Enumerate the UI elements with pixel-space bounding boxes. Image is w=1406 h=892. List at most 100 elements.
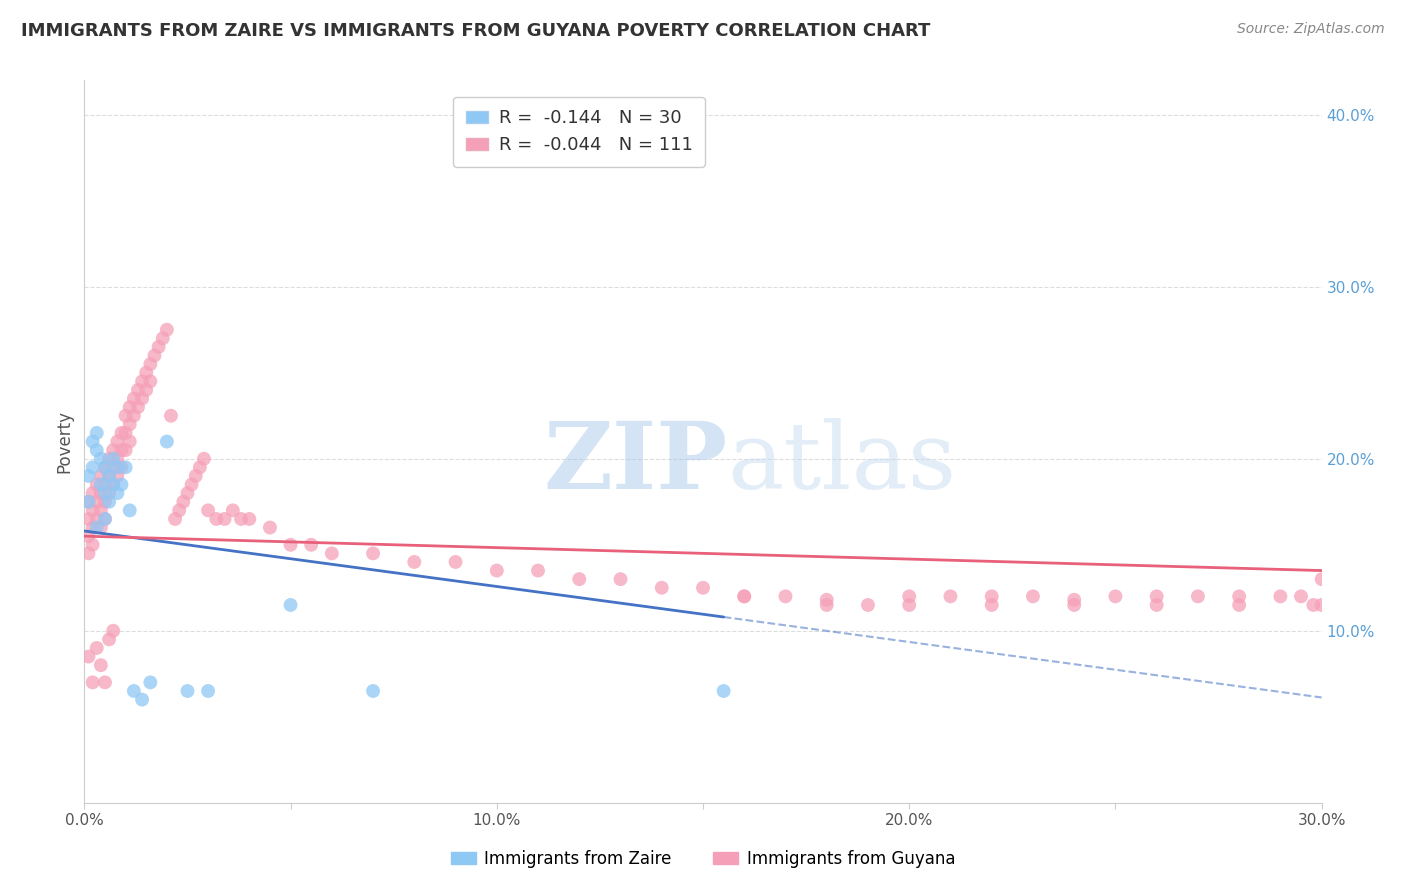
Point — [176, 486, 198, 500]
Point — [280, 538, 302, 552]
Point — [321, 546, 343, 560]
Point — [1187, 590, 1209, 604]
Point — [205, 512, 228, 526]
Point — [105, 451, 128, 466]
Point — [77, 529, 100, 543]
Point — [127, 383, 149, 397]
Point — [98, 469, 121, 483]
Point — [143, 349, 166, 363]
Point — [86, 425, 108, 440]
Point — [118, 434, 141, 449]
Point — [122, 409, 145, 423]
Point — [299, 538, 322, 552]
Point — [82, 520, 104, 534]
Point — [139, 375, 162, 389]
Point — [160, 409, 183, 423]
Point — [77, 546, 100, 560]
Point — [1310, 598, 1333, 612]
Point — [1227, 598, 1250, 612]
Point — [86, 512, 108, 526]
Point — [86, 494, 108, 508]
Point — [105, 434, 128, 449]
Point — [1302, 598, 1324, 612]
Point — [98, 451, 121, 466]
Point — [98, 632, 121, 647]
Point — [1063, 592, 1085, 607]
Point — [77, 512, 100, 526]
Point — [103, 477, 125, 491]
Point — [176, 684, 198, 698]
Point — [713, 684, 735, 698]
Point — [122, 392, 145, 406]
Point — [82, 503, 104, 517]
Point — [86, 520, 108, 534]
Point — [131, 392, 153, 406]
Point — [98, 494, 121, 508]
Point — [110, 443, 132, 458]
Point — [77, 494, 100, 508]
Point — [1146, 598, 1168, 612]
Point — [77, 469, 100, 483]
Point — [733, 590, 755, 604]
Point — [775, 590, 797, 604]
Point — [77, 649, 100, 664]
Point — [361, 684, 384, 698]
Point — [86, 443, 108, 458]
Point — [1310, 572, 1333, 586]
Point — [222, 503, 245, 517]
Point — [82, 538, 104, 552]
Point — [110, 460, 132, 475]
Point — [898, 598, 921, 612]
Point — [197, 684, 219, 698]
Point — [1063, 598, 1085, 612]
Point — [165, 512, 187, 526]
Point — [105, 469, 128, 483]
Text: IMMIGRANTS FROM ZAIRE VS IMMIGRANTS FROM GUYANA POVERTY CORRELATION CHART: IMMIGRANTS FROM ZAIRE VS IMMIGRANTS FROM… — [21, 22, 931, 40]
Point — [94, 512, 117, 526]
Point — [815, 592, 838, 607]
Point — [118, 417, 141, 432]
Point — [135, 366, 157, 380]
Point — [815, 598, 838, 612]
Point — [651, 581, 673, 595]
Point — [1227, 590, 1250, 604]
Point — [172, 494, 194, 508]
Point — [139, 357, 162, 371]
Point — [527, 564, 550, 578]
Point — [103, 443, 125, 458]
Legend: Immigrants from Zaire, Immigrants from Guyana: Immigrants from Zaire, Immigrants from G… — [444, 844, 962, 875]
Point — [193, 451, 215, 466]
Point — [103, 477, 125, 491]
Point — [156, 434, 179, 449]
Point — [114, 409, 136, 423]
Point — [197, 503, 219, 517]
Point — [122, 684, 145, 698]
Point — [94, 477, 117, 491]
Point — [404, 555, 426, 569]
Point — [1146, 590, 1168, 604]
Point — [444, 555, 467, 569]
Point — [214, 512, 236, 526]
Text: ZIP: ZIP — [544, 418, 728, 508]
Point — [692, 581, 714, 595]
Point — [90, 503, 112, 517]
Point — [980, 590, 1002, 604]
Point — [980, 598, 1002, 612]
Point — [94, 486, 117, 500]
Point — [856, 598, 879, 612]
Point — [114, 425, 136, 440]
Point — [105, 486, 128, 500]
Point — [1104, 590, 1126, 604]
Point — [98, 469, 121, 483]
Point — [82, 460, 104, 475]
Point — [280, 598, 302, 612]
Point — [131, 692, 153, 706]
Point — [238, 512, 260, 526]
Point — [114, 460, 136, 475]
Point — [82, 434, 104, 449]
Point — [152, 331, 174, 345]
Point — [898, 590, 921, 604]
Point — [110, 477, 132, 491]
Point — [82, 486, 104, 500]
Point — [94, 460, 117, 475]
